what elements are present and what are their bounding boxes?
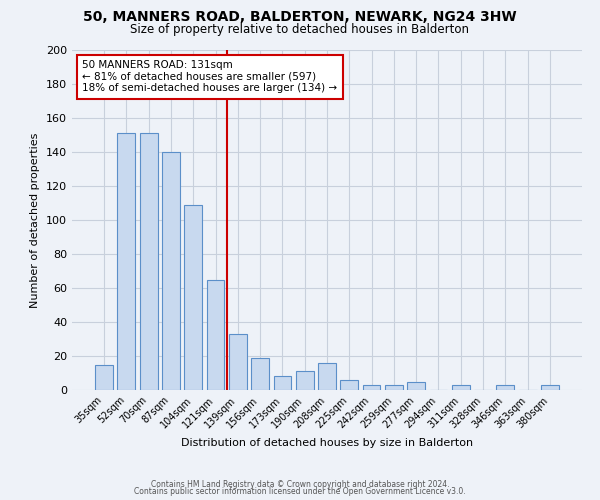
Bar xyxy=(274,376,292,390)
Bar xyxy=(452,385,470,390)
Bar xyxy=(140,134,158,390)
Bar xyxy=(184,204,202,390)
Text: Size of property relative to detached houses in Balderton: Size of property relative to detached ho… xyxy=(131,22,470,36)
Bar xyxy=(162,152,180,390)
X-axis label: Distribution of detached houses by size in Balderton: Distribution of detached houses by size … xyxy=(181,438,473,448)
Bar xyxy=(407,382,425,390)
Bar xyxy=(95,364,113,390)
Bar xyxy=(296,372,314,390)
Y-axis label: Number of detached properties: Number of detached properties xyxy=(31,132,40,308)
Text: 50, MANNERS ROAD, BALDERTON, NEWARK, NG24 3HW: 50, MANNERS ROAD, BALDERTON, NEWARK, NG2… xyxy=(83,10,517,24)
Bar xyxy=(362,385,380,390)
Bar xyxy=(251,358,269,390)
Bar xyxy=(229,334,247,390)
Bar xyxy=(340,380,358,390)
Bar xyxy=(385,385,403,390)
Bar xyxy=(318,363,336,390)
Bar xyxy=(541,385,559,390)
Text: Contains HM Land Registry data © Crown copyright and database right 2024.: Contains HM Land Registry data © Crown c… xyxy=(151,480,449,489)
Bar xyxy=(206,280,224,390)
Text: 50 MANNERS ROAD: 131sqm
← 81% of detached houses are smaller (597)
18% of semi-d: 50 MANNERS ROAD: 131sqm ← 81% of detache… xyxy=(82,60,337,94)
Bar xyxy=(118,134,136,390)
Bar xyxy=(496,385,514,390)
Text: Contains public sector information licensed under the Open Government Licence v3: Contains public sector information licen… xyxy=(134,487,466,496)
